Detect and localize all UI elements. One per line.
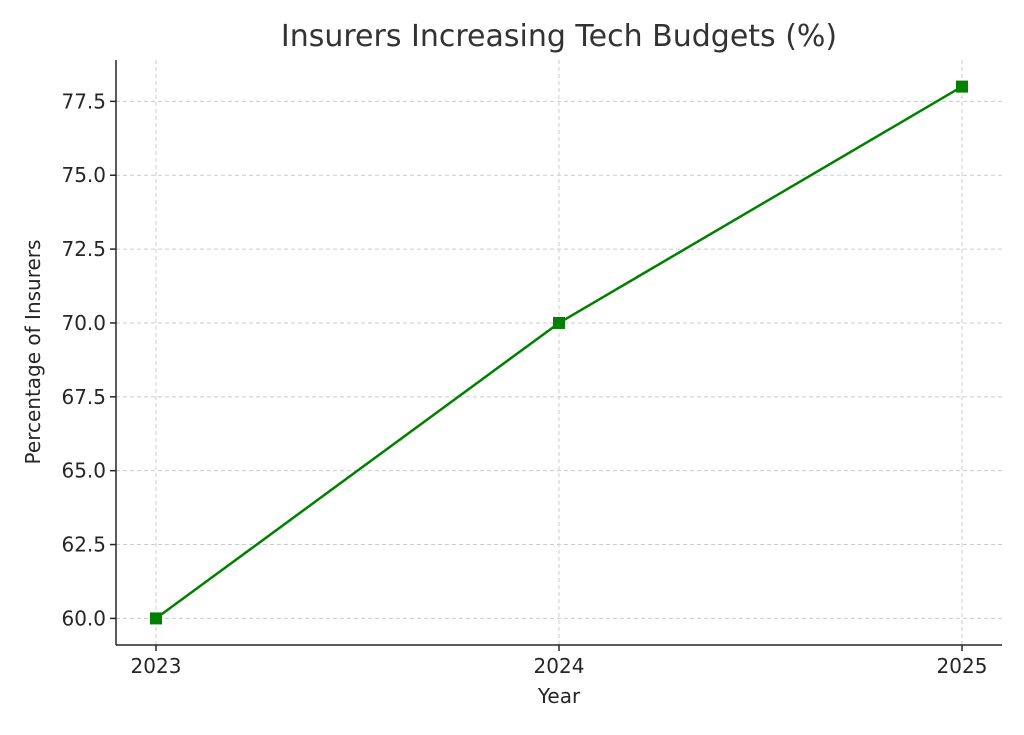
chart-title: Insurers Increasing Tech Budgets (%) bbox=[281, 19, 837, 54]
x-tick-label: 2025 bbox=[937, 654, 988, 678]
grid-layer bbox=[116, 60, 1002, 645]
y-tick-label: 62.5 bbox=[61, 533, 106, 557]
y-tick-label: 75.0 bbox=[61, 163, 106, 187]
x-tick-label: 2024 bbox=[534, 654, 585, 678]
y-tick-label: 70.0 bbox=[61, 311, 106, 335]
x-tick-label: 2023 bbox=[131, 654, 182, 678]
ticks-layer: 60.0 62.5 65.0 67.5 70.0 72.5 75.0 77.5 2023 2024… bbox=[61, 89, 987, 678]
y-tick-label: 72.5 bbox=[61, 237, 106, 261]
y-axis-label: Percentage of Insurers bbox=[21, 240, 45, 465]
y-tick-label: 67.5 bbox=[61, 385, 106, 409]
y-tick-label: 65.0 bbox=[61, 459, 106, 483]
data-point-marker bbox=[956, 80, 968, 93]
y-tick-label: 60.0 bbox=[61, 606, 106, 630]
y-tick-label: 77.5 bbox=[61, 89, 106, 113]
x-axis-label: Year bbox=[537, 684, 581, 708]
series-layer bbox=[150, 80, 968, 625]
data-point-marker bbox=[150, 612, 162, 625]
data-point-marker bbox=[553, 316, 565, 329]
